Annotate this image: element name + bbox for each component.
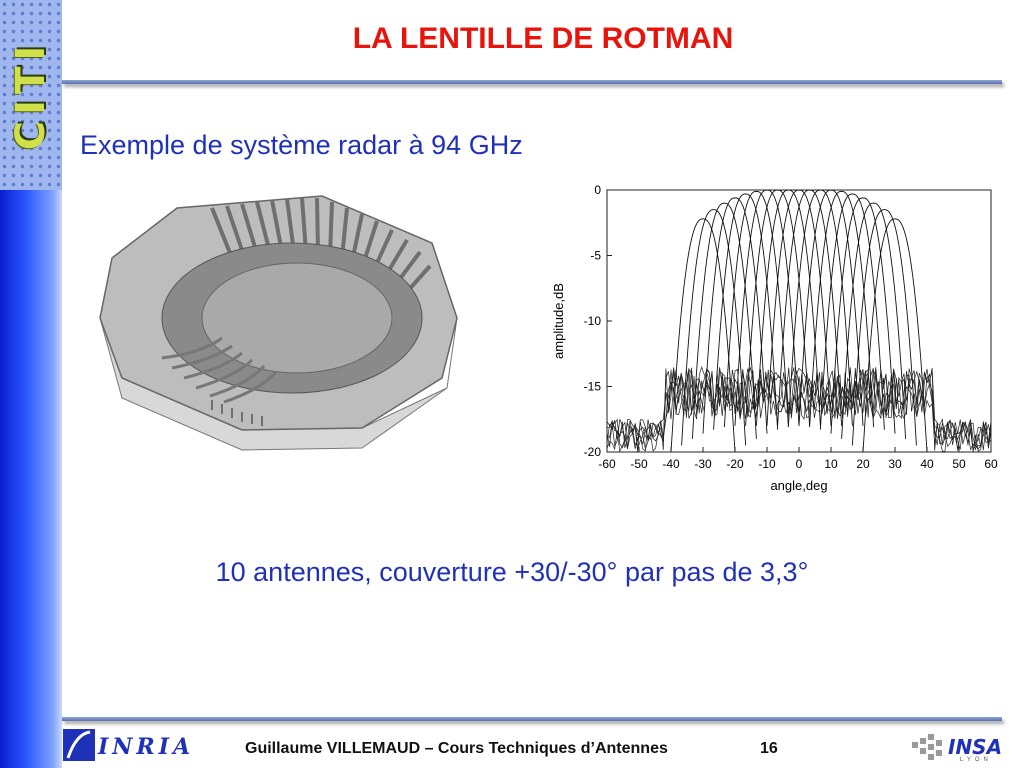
inria-logo-text: INRIA [98, 734, 195, 760]
x-tick-label: 10 [824, 457, 838, 471]
beam-series [691, 202, 757, 439]
x-tick-label: 60 [984, 457, 998, 471]
beam-series [787, 189, 853, 426]
inria-logo-mark [63, 729, 95, 761]
beam-series [681, 209, 747, 446]
insa-logo-mark [912, 734, 942, 760]
lens-cavity-inner [201, 262, 393, 374]
left-sidebar: CITI [0, 0, 62, 768]
footer-author: Guillaume VILLEMAUD – Cours Techniques d… [245, 740, 668, 757]
radiation-pattern-chart: 0 -5 -10 -15 -20 -60 -50 -40 -30 -20 -10 0 10 20 30 40… [551, 185, 998, 493]
x-tick-label: -20 [726, 457, 744, 471]
x-tick-label: 20 [856, 457, 870, 471]
beam-series [851, 209, 917, 446]
sidelobe-clutter [606, 367, 992, 452]
sidelobe-clutter [606, 368, 992, 452]
y-axis-label: amplitude,dB [551, 283, 566, 359]
sidelobe-clutter [606, 367, 992, 452]
page-number: 16 [760, 740, 778, 757]
beam-series [670, 218, 736, 453]
y-tick-label: -15 [584, 380, 602, 394]
y-tick-label: -10 [584, 314, 602, 328]
beam-series [830, 197, 896, 434]
beam-series [702, 197, 768, 434]
lens-pins [211, 400, 263, 426]
rotman-lens-image [99, 195, 458, 451]
x-tick-label: 50 [952, 457, 966, 471]
x-tick-label: 40 [920, 457, 934, 471]
x-tick-label: 30 [888, 457, 902, 471]
beam-series [862, 218, 928, 453]
bottom-divider [62, 717, 1002, 721]
y-tick-label: 0 [594, 185, 601, 197]
x-axis-label: angle,deg [770, 478, 827, 493]
beam-series [777, 189, 843, 426]
beam-series [819, 193, 885, 430]
sidelobe-clutter [606, 366, 992, 453]
beam-series [798, 189, 864, 426]
top-divider [62, 80, 1002, 84]
slide-caption: 10 antennes, couverture +30/-30° par pas… [215, 557, 809, 587]
slide-title: LA LENTILLE DE ROTMAN [352, 22, 734, 55]
sidelobe-clutter [606, 367, 992, 451]
insa-lyon-text: LYON [960, 757, 992, 763]
slide-subtitle: Exemple de système radar à 94 GHz [80, 130, 523, 160]
beam-series [809, 190, 875, 428]
x-tick-label: -60 [598, 457, 616, 471]
x-tick-label: -40 [662, 457, 680, 471]
beam-series [841, 202, 907, 439]
logo-pattern [0, 0, 62, 190]
citi-logo: CITI [0, 0, 62, 190]
citi-logo-text: CITI [8, 39, 54, 151]
lens-output-lines [161, 336, 278, 404]
x-tick-label: -50 [630, 457, 648, 471]
x-tick-label: -30 [694, 457, 712, 471]
sidelobe-clutter [606, 365, 992, 453]
x-tick-label: -10 [758, 457, 776, 471]
x-tick-label: 0 [796, 457, 803, 471]
y-tick-label: -20 [584, 445, 602, 459]
y-tick-label: -5 [590, 249, 601, 263]
insa-logo-text: INSA [948, 735, 1003, 759]
